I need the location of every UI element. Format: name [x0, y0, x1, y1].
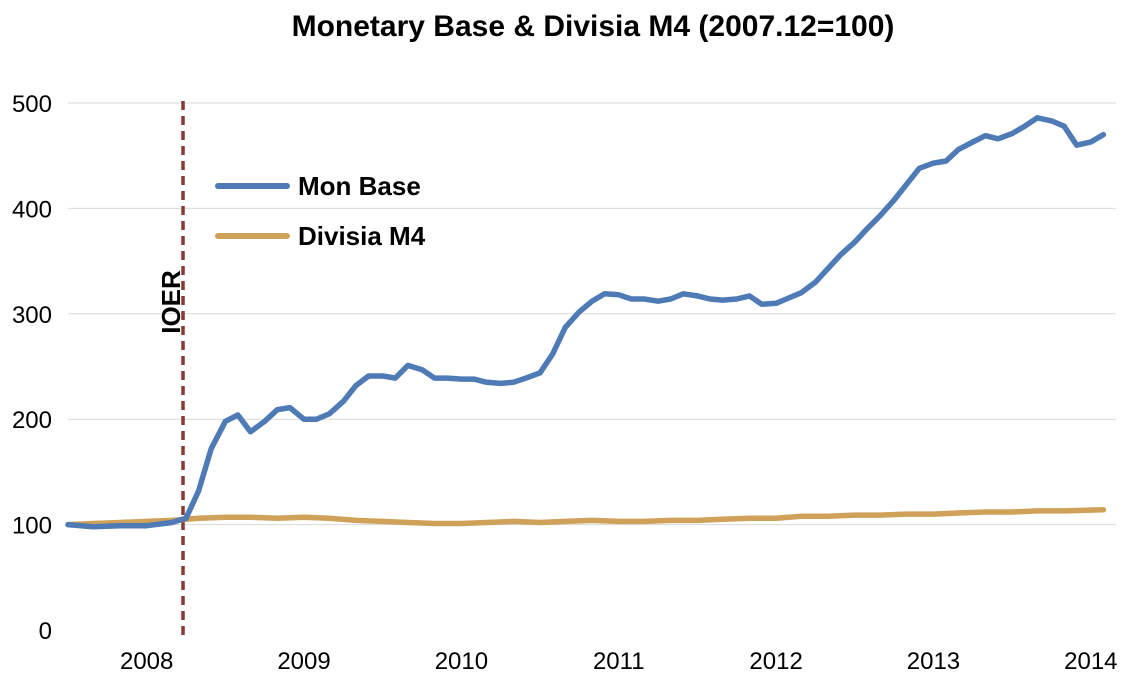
x-axis-ticks: 2008 2009 2010 2011 2012 2013 2014: [120, 648, 1118, 675]
y-tick-label: 100: [12, 513, 52, 540]
x-tick-label: 2010: [435, 648, 488, 675]
y-axis-ticks: 0 100 200 300 400 500: [12, 91, 52, 645]
annotations: IOER: [156, 101, 186, 636]
series-line-mon-base: [65, 115, 1107, 530]
x-tick-label: 2011: [593, 648, 645, 675]
y-tick-label: 400: [12, 196, 52, 223]
legend-label-divisia-m4: Divisia M4: [298, 221, 426, 251]
series: [65, 115, 1107, 530]
gridlines: [68, 102, 1116, 526]
ioer-label: IOER: [156, 270, 186, 334]
x-tick-label: 2009: [277, 648, 330, 675]
x-tick-label: 2014: [1064, 648, 1117, 675]
x-tick-label: 2012: [749, 648, 802, 675]
y-tick-label: 0: [39, 618, 52, 645]
series-line-divisia-m4: [65, 507, 1107, 528]
legend: Mon Base Divisia M4: [215, 171, 426, 251]
y-tick-label: 500: [12, 91, 52, 118]
chart-title: Monetary Base & Divisia M4 (2007.12=100): [292, 10, 895, 43]
x-tick-label: 2013: [907, 648, 960, 675]
y-tick-label: 300: [12, 302, 52, 329]
legend-label-mon-base: Mon Base: [298, 171, 421, 201]
x-tick-label: 2008: [120, 648, 173, 675]
y-tick-label: 200: [12, 407, 52, 434]
